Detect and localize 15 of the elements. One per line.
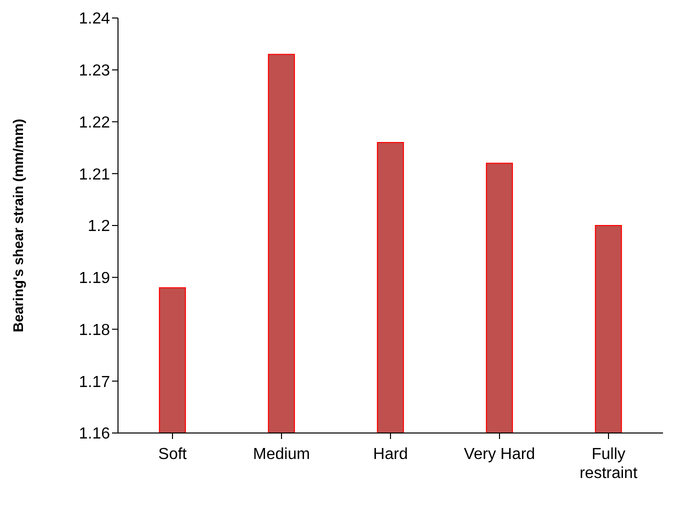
x-tick-label: Soft [158, 446, 188, 463]
y-tick-label: 1.17 [78, 374, 110, 391]
y-tick-label: 1.19 [78, 270, 110, 288]
x-tick-label: Hard [373, 446, 408, 463]
y-tick-label: 1.21 [78, 166, 110, 184]
y-tick-label: 1.18 [78, 322, 110, 339]
y-tick-label: 1.24 [78, 10, 110, 28]
y-tick-label: 1.2 [88, 218, 110, 236]
x-tick-label: Medium [253, 446, 310, 463]
x-tick-label: Very Hard [464, 446, 536, 463]
y-tick-label: 1.16 [78, 426, 110, 443]
y-axis-title: Bearing's shear strain (mm/mm) [10, 118, 26, 332]
y-tick-label: 1.22 [78, 114, 110, 132]
x-tick-label: Fully restraint [580, 446, 638, 482]
y-tick-label: 1.23 [78, 62, 110, 80]
